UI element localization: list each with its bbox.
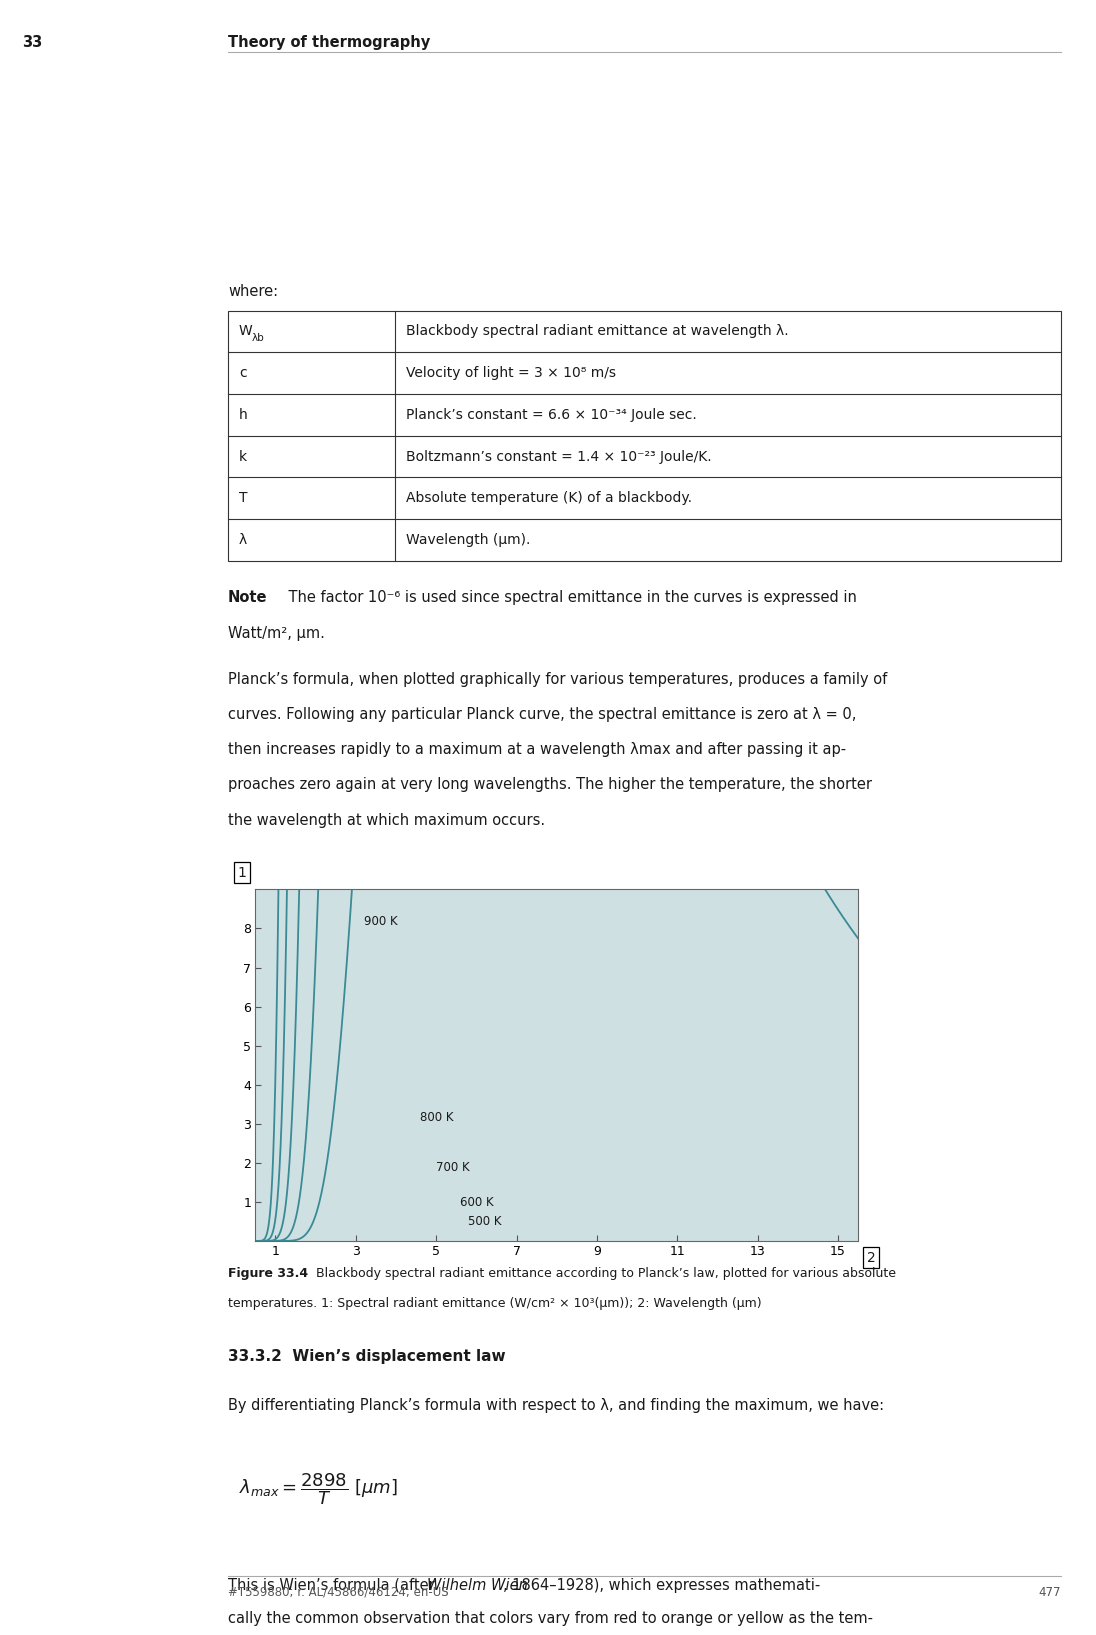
Text: h: h	[239, 407, 248, 422]
Text: $\lambda_{max} = \dfrac{2898}{T}\ [\mu m]$: $\lambda_{max} = \dfrac{2898}{T}\ [\mu m…	[239, 1472, 398, 1507]
Text: This is Wien’s formula (after: This is Wien’s formula (after	[228, 1578, 439, 1592]
Text: 700 K: 700 K	[436, 1161, 470, 1174]
Text: c: c	[239, 366, 247, 381]
Text: proaches zero again at very long wavelengths. The higher the temperature, the sh: proaches zero again at very long wavelen…	[228, 777, 872, 793]
Text: curves. Following any particular Planck curve, the spectral emittance is zero at: curves. Following any particular Planck …	[228, 706, 856, 723]
Text: Blackbody spectral radiant emittance according to Planck’s law, plotted for vari: Blackbody spectral radiant emittance acc…	[308, 1267, 895, 1280]
Text: 33: 33	[22, 34, 42, 51]
Bar	[228, 311, 1061, 561]
Text: Figure 33.4: Figure 33.4	[228, 1267, 308, 1280]
Text: λ: λ	[239, 533, 248, 548]
Text: Wavelength (μm).: Wavelength (μm).	[406, 533, 529, 548]
Text: k: k	[239, 450, 247, 464]
Text: the wavelength at which maximum occurs.: the wavelength at which maximum occurs.	[228, 813, 545, 827]
Text: cally the common observation that colors vary from red to orange or yellow as th: cally the common observation that colors…	[228, 1610, 874, 1627]
Text: Note: Note	[228, 590, 267, 605]
Text: 500 K: 500 K	[468, 1215, 502, 1228]
Text: 600 K: 600 K	[460, 1195, 494, 1208]
Text: Planck’s formula, when plotted graphically for various temperatures, produces a : Planck’s formula, when plotted graphical…	[228, 672, 888, 687]
Text: λb: λb	[252, 334, 265, 343]
Text: Wilhelm Wien: Wilhelm Wien	[426, 1578, 528, 1592]
Text: where:: where:	[228, 284, 278, 299]
Text: T: T	[239, 490, 248, 505]
Text: then increases rapidly to a maximum at a wavelength λmax and after passing it ap: then increases rapidly to a maximum at a…	[228, 742, 846, 757]
Text: Boltzmann’s constant = 1.4 × 10⁻²³ Joule/K.: Boltzmann’s constant = 1.4 × 10⁻²³ Joule…	[406, 450, 711, 464]
Text: Absolute temperature (K) of a blackbody.: Absolute temperature (K) of a blackbody.	[406, 490, 692, 505]
Text: The factor 10⁻⁶ is used since spectral emittance in the curves is expressed in: The factor 10⁻⁶ is used since spectral e…	[270, 590, 856, 605]
Text: Blackbody spectral radiant emittance at wavelength λ.: Blackbody spectral radiant emittance at …	[406, 324, 788, 338]
Text: 477: 477	[1038, 1586, 1061, 1599]
Text: Velocity of light = 3 × 10⁸ m/s: Velocity of light = 3 × 10⁸ m/s	[406, 366, 616, 381]
Text: , 1864–1928), which expresses mathemati-: , 1864–1928), which expresses mathemati-	[503, 1578, 821, 1592]
Text: #T559880; r. AL/45866/46124; en-US: #T559880; r. AL/45866/46124; en-US	[228, 1586, 448, 1599]
Text: Watt/m², μm.: Watt/m², μm.	[228, 626, 324, 641]
Text: 2: 2	[867, 1251, 876, 1265]
Text: temperatures. 1: Spectral radiant emittance (W/cm² × 10³(μm)); 2: Wavelength (μm: temperatures. 1: Spectral radiant emitta…	[228, 1297, 762, 1310]
Text: 900 K: 900 K	[364, 916, 398, 929]
Text: Theory of thermography: Theory of thermography	[228, 34, 431, 51]
Text: 33.3.2  Wien’s displacement law: 33.3.2 Wien’s displacement law	[228, 1349, 505, 1364]
Text: Planck’s constant = 6.6 × 10⁻³⁴ Joule sec.: Planck’s constant = 6.6 × 10⁻³⁴ Joule se…	[406, 407, 696, 422]
Text: 800 K: 800 K	[420, 1110, 454, 1123]
Text: 1: 1	[238, 865, 247, 880]
Text: W: W	[239, 324, 253, 338]
Text: By differentiating Planck’s formula with respect to λ, and finding the maximum, : By differentiating Planck’s formula with…	[228, 1398, 884, 1413]
